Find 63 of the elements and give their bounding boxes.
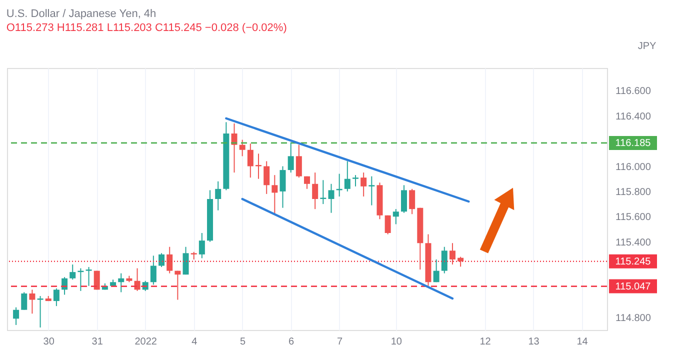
- ref-line-label: 115.245: [615, 256, 652, 268]
- x-tick-label: 13: [528, 336, 540, 348]
- candlestick: [86, 266, 92, 286]
- candlestick: [37, 295, 44, 328]
- candlestick: [304, 176, 310, 190]
- x-tick-label: 12: [480, 336, 492, 348]
- candlestick: [328, 183, 334, 214]
- x-tick-label: 5: [240, 336, 246, 348]
- candlestick: [256, 153, 262, 180]
- candlestick: [272, 174, 278, 215]
- candlestick: [215, 180, 222, 211]
- candlestick: [166, 246, 173, 274]
- x-tick-label: 6: [288, 336, 295, 348]
- y-tick-label: 115.800: [616, 186, 652, 198]
- ref-line-label: 116.185: [615, 138, 652, 149]
- x-tick-label: 30: [43, 336, 55, 348]
- candlestick: [158, 252, 165, 268]
- y-tick-label: 115.600: [616, 212, 652, 224]
- candlestick: [400, 184, 407, 214]
- x-tick-label: 7: [337, 336, 344, 348]
- candlestick: [368, 176, 375, 206]
- y-tick-label: 116.000: [616, 162, 652, 173]
- candlestick: [449, 242, 456, 265]
- candlestick: [247, 143, 254, 178]
- candlestick: [150, 255, 156, 286]
- candlestick: [288, 142, 294, 174]
- chart-title: U.S. Dollar / Japanese Yen, 4h: [6, 8, 156, 20]
- ref-line-label: 115.047: [615, 281, 652, 292]
- candlestick: [409, 188, 416, 215]
- x-tick-label: 2022: [134, 336, 158, 348]
- candlestick: [441, 246, 448, 274]
- candlestick: [182, 246, 189, 276]
- candlestick: [352, 174, 358, 187]
- candlestick: [264, 160, 270, 194]
- y-tick-label: 116.400: [616, 111, 652, 122]
- candlestick: [174, 270, 181, 300]
- candlestick: [280, 166, 286, 208]
- candlestick: [70, 264, 76, 280]
- y-tick-label: 114.800: [616, 312, 652, 324]
- candlestick: [392, 208, 399, 225]
- candlestick: [360, 172, 367, 197]
- candlestick: [118, 272, 124, 293]
- y-tick-label: 116.600: [616, 86, 652, 98]
- candlestick: [384, 214, 391, 235]
- candlestick: [320, 180, 326, 205]
- candlestick: [296, 144, 302, 178]
- chart-subtitle: O115.273 H115.281 L115.203 C115.245 −0.028 (−0.02%): [6, 22, 287, 34]
- y-tick-label: 115.400: [616, 237, 652, 248]
- candlestick: [53, 288, 60, 307]
- candlestick: [13, 306, 20, 326]
- candlestick: [312, 172, 318, 210]
- candlestick: [231, 122, 238, 174]
- candlestick: [29, 289, 36, 314]
- candlestick: [239, 139, 246, 157]
- x-tick-label: 4: [192, 336, 198, 348]
- candlestick: [198, 232, 205, 259]
- x-tick-label: 14: [576, 336, 588, 348]
- x-tick-label: 10: [390, 336, 402, 348]
- candlestick: [21, 292, 28, 310]
- candlestick: [344, 160, 350, 192]
- text: JPY: [638, 41, 656, 52]
- candlestick: [433, 258, 440, 283]
- x-tick-label: 31: [92, 336, 104, 348]
